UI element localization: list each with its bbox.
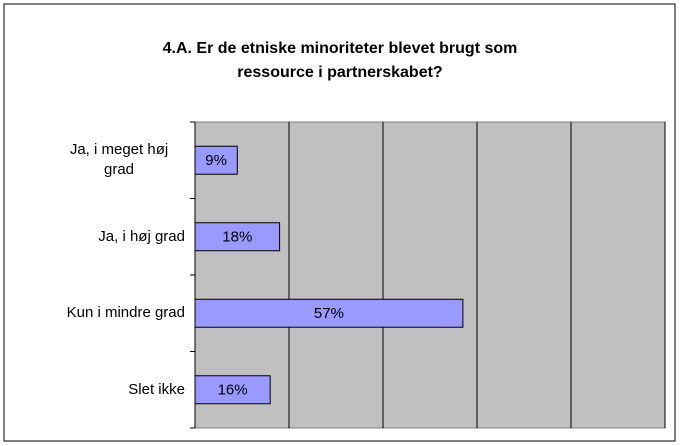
plot-area bbox=[194, 121, 666, 429]
y-tick-label: Kun i mindre grad bbox=[66, 304, 185, 322]
chart-title: 4.A. Er de etniske minoriteter blevet br… bbox=[162, 40, 518, 81]
y-tick-label-box: Kun i mindre grad bbox=[15, 303, 185, 323]
y-tick-label-box: Ja, i meget høj grad bbox=[15, 140, 185, 180]
y-tick-label-box: Slet ikke bbox=[15, 380, 185, 400]
bar bbox=[194, 145, 238, 175]
y-tick-label: Ja, i meget høj grad bbox=[69, 141, 169, 179]
data-label: 9% bbox=[205, 152, 227, 169]
data-label: 16% bbox=[218, 382, 248, 399]
bar bbox=[194, 222, 281, 252]
y-tick-label-box: Ja, i høj grad bbox=[15, 227, 185, 247]
y-tick-label: Slet ikke bbox=[128, 380, 185, 398]
data-label: 18% bbox=[222, 229, 252, 246]
data-label: 57% bbox=[314, 305, 344, 322]
bar bbox=[194, 298, 464, 328]
y-tick-label: Ja, i høj grad bbox=[98, 227, 185, 245]
bar bbox=[194, 375, 271, 405]
